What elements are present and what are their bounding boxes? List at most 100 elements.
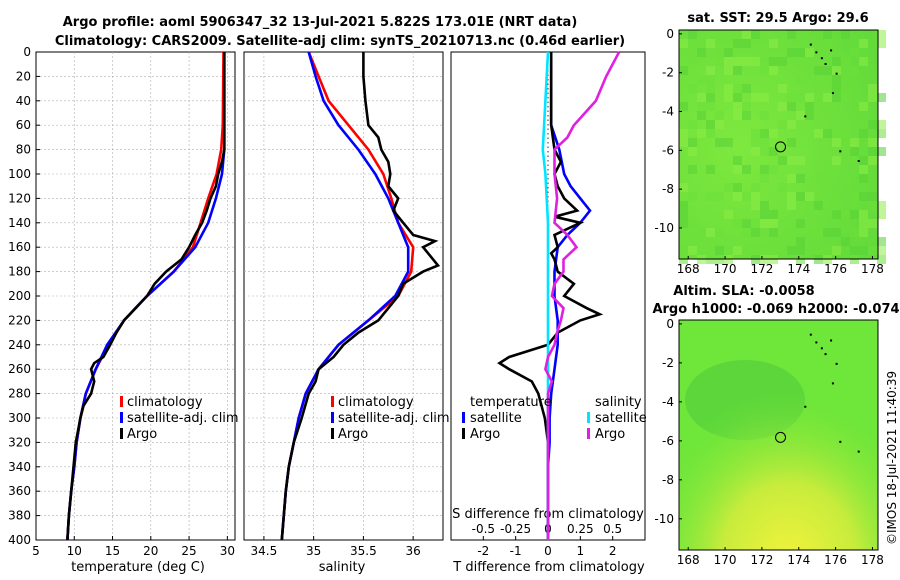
sst-cell	[751, 228, 760, 237]
sst-cell	[697, 75, 706, 84]
island	[835, 362, 838, 365]
sst-cell	[697, 228, 706, 237]
sla-map-high-area	[679, 320, 878, 550]
y-tick-label: -4	[662, 395, 674, 409]
sst-cell	[868, 219, 877, 228]
legend-salinity-title: salinity	[595, 395, 642, 410]
sst-cell	[751, 30, 760, 39]
y-tick-label: -8	[662, 473, 674, 487]
sst-cell	[796, 156, 805, 165]
legend-swatch-t-argo	[462, 428, 465, 439]
sst-cell	[706, 84, 715, 93]
sst-cell	[751, 183, 760, 192]
x-tick-label: 0	[544, 544, 552, 558]
island	[857, 160, 860, 163]
sla-map-title2: Argo h1000: -0.069 h2000: -0.074	[652, 302, 899, 317]
sst-cell	[832, 210, 841, 219]
s-tick-label: 0.5	[603, 522, 622, 536]
sst-cell	[769, 57, 778, 66]
sst-cell	[769, 147, 778, 156]
x-tick-label: 174	[787, 262, 810, 276]
legend-swatch-climatology	[331, 396, 334, 407]
sst-cell	[832, 138, 841, 147]
x-tick-label: -1	[510, 544, 522, 558]
sst-cell	[814, 174, 823, 183]
island	[824, 62, 827, 65]
y-tick-label: 80	[16, 143, 31, 157]
x-tick-label: 170	[714, 262, 737, 276]
x-tick-label: 5	[32, 544, 40, 558]
sst-cell	[859, 219, 868, 228]
y-tick-label: 40	[16, 94, 31, 108]
sst-cell	[733, 102, 742, 111]
sst-map-title: sat. SST: 29.5 Argo: 29.6	[687, 11, 868, 26]
x-tick-label: 176	[824, 262, 847, 276]
x-tick-label: 36	[406, 544, 421, 558]
sst-cell	[850, 156, 859, 165]
sst-cell	[679, 66, 688, 75]
sst-cell	[823, 93, 832, 102]
sst-cell	[841, 57, 850, 66]
sst-cell	[841, 138, 850, 147]
sst-cell	[859, 192, 868, 201]
x-tick-label: 178	[861, 262, 884, 276]
sst-cell	[868, 120, 877, 129]
sst-cell	[688, 57, 697, 66]
sst-map: sat. SST: 29.5 Argo: 29.6 168 170 172 174 17…	[654, 11, 886, 276]
sst-cell	[823, 39, 832, 48]
y-tick-label: 380	[8, 509, 31, 523]
sst-cell	[778, 183, 787, 192]
sst-cell	[760, 147, 769, 156]
sst-cell	[868, 156, 877, 165]
legend-s-argo: Argo	[595, 427, 625, 442]
sst-cell	[787, 174, 796, 183]
x-tick-label: 170	[714, 553, 737, 567]
salinity-panel: salinity 34.5 35 35.5 36 climatology satell…	[243, 51, 450, 575]
sst-cell	[796, 246, 805, 255]
y-tick-label: 240	[8, 338, 31, 352]
sst-cell	[688, 84, 697, 93]
x-tick-label: 168	[677, 553, 700, 567]
sla-map-title: Altim. SLA: -0.0058	[673, 284, 814, 299]
sst-cell	[688, 192, 697, 201]
y-tick-label: 300	[8, 411, 31, 425]
sst-cell	[724, 66, 733, 75]
sst-cell	[805, 201, 814, 210]
s-tick-label: 0.25	[567, 522, 594, 536]
sst-cell	[751, 147, 760, 156]
sst-cell	[778, 156, 787, 165]
difference-panel: T difference from climatology S differen…	[450, 51, 647, 575]
salinity-xlabel: salinity	[319, 560, 366, 575]
sst-cell	[814, 219, 823, 228]
sst-cell	[760, 66, 769, 75]
sst-cell	[787, 138, 796, 147]
sst-cell	[796, 111, 805, 120]
y-tick-label: 400	[8, 533, 31, 547]
sst-cell	[715, 228, 724, 237]
y-tick-label: -6	[662, 143, 674, 157]
sst-cell	[850, 138, 859, 147]
sst-cell	[751, 57, 760, 66]
sst-cell	[706, 93, 715, 102]
sst-cell	[787, 228, 796, 237]
sst-cell	[715, 111, 724, 120]
sst-cell	[679, 102, 688, 111]
y-tick-label: -2	[662, 356, 674, 370]
island	[835, 72, 838, 75]
y-tick-label: 320	[8, 435, 31, 449]
sst-cell	[832, 228, 841, 237]
sst-cell	[778, 120, 787, 129]
sst-cell	[787, 48, 796, 57]
sst-cell	[832, 129, 841, 138]
legend-argo: Argo	[127, 427, 157, 442]
sst-cell	[769, 228, 778, 237]
sst-cell	[868, 201, 877, 210]
sst-cell	[724, 93, 733, 102]
sst-cell	[805, 228, 814, 237]
sst-cell	[841, 210, 850, 219]
sst-cell	[742, 57, 751, 66]
y-tick-label: 60	[16, 118, 31, 132]
sst-cell	[706, 120, 715, 129]
sst-cell	[832, 66, 841, 75]
